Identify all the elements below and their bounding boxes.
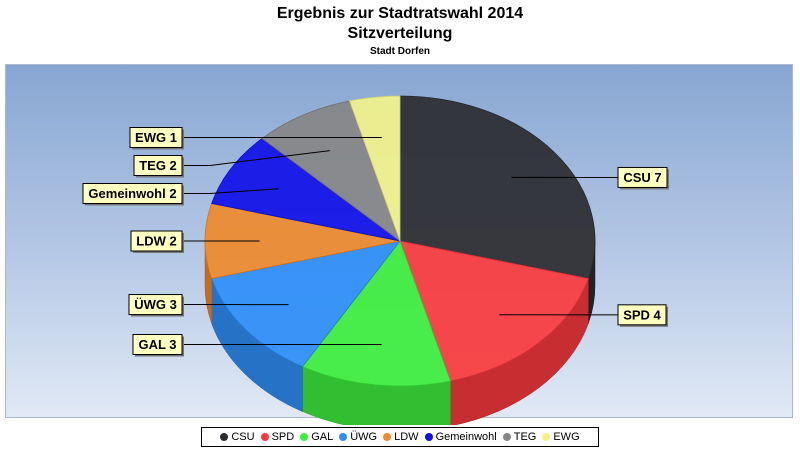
pie-chart: CSU 7 SPD 4 GAL 3 ÜWG 3 LDW 2 Gemeinwohl 2 TEG… [82, 95, 669, 425]
legend-swatch-csu [220, 433, 229, 441]
pie-slice-spd [399, 240, 589, 382]
legend-label-uewg: ÜWG [350, 431, 378, 443]
legend-item-uewg: ÜWG [339, 431, 377, 443]
legend-item-gemeinwohl: Gemeinwohl [424, 431, 497, 443]
data-label-csu: CSU 7 [623, 170, 661, 185]
data-label-spd: SPD 4 [623, 307, 661, 322]
pie-slices [204, 95, 596, 387]
data-label-uewg: ÜWG 3 [134, 297, 177, 312]
pie-slice-gemeinwohl [211, 137, 401, 242]
legend-swatch-gemeinwohl [424, 433, 433, 441]
legend: CSU SPD GAL ÜWG LDW Gemeinwohl TEG EWG [201, 427, 599, 447]
chart-header: Ergebnis zur Stadtratswahl 2014 Sitzvert… [0, 0, 800, 58]
label-box-ldw [130, 230, 183, 252]
pie-labels: CSU 7 SPD 4 GAL 3 ÜWG 3 LDW 2 Gemeinwohl 2 TEG… [82, 126, 669, 357]
label-box-spd [617, 304, 667, 326]
data-label-ewg: EWG 1 [135, 130, 177, 145]
legend-item-ldw: LDW [383, 431, 419, 443]
legend-swatch-teg [502, 433, 511, 441]
legend-swatch-uewg [339, 433, 348, 441]
pie-slice-gal [301, 240, 452, 387]
data-label-teg: TEG 2 [139, 158, 177, 173]
legend-swatch-spd [260, 433, 269, 441]
legend-swatch-gal [300, 433, 309, 441]
label-box-gal [132, 334, 183, 356]
legend-label-spd: SPD [271, 431, 295, 443]
data-label-gal: GAL 3 [138, 337, 176, 352]
legend-label-ewg: EWG [553, 431, 580, 443]
legend-label-teg: TEG [513, 431, 537, 443]
label-box-teg [133, 154, 183, 176]
label-box-ewg [129, 126, 183, 148]
legend-label-gemeinwohl: Gemeinwohl [435, 431, 497, 443]
legend-item-ewg: EWG [542, 431, 580, 443]
pie-slice-csu [399, 95, 596, 279]
pie-slice-uewg [211, 240, 401, 368]
data-label-ldw: LDW 2 [136, 234, 176, 249]
chart-caption: Stadt Dorfen [370, 46, 430, 57]
chart-subtitle: Sitzverteilung [347, 25, 453, 42]
label-box-gemeinwohl [82, 182, 183, 204]
leader-line-teg [182, 150, 330, 166]
leader-line-gemeinwohl [182, 188, 279, 194]
label-box-csu [617, 166, 668, 188]
legend-label-csu: CSU [231, 431, 255, 443]
legend-item-gal: GAL [300, 431, 333, 443]
pie-slice-ewg [348, 95, 401, 242]
label-box-uewg [128, 294, 183, 316]
legend-item-teg: TEG [502, 431, 537, 443]
legend-label-ldw: LDW [394, 431, 419, 443]
legend-item-spd: SPD [260, 431, 295, 443]
chart-title: Ergebnis zur Stadtratswahl 2014 [276, 5, 524, 22]
legend-label-gal: GAL [311, 431, 334, 443]
legend-swatch-ewg [542, 433, 551, 441]
legend-item-csu: CSU [220, 431, 255, 443]
data-label-gemeinwohl: Gemeinwohl 2 [88, 186, 176, 201]
legend-swatch-ldw [383, 433, 392, 441]
